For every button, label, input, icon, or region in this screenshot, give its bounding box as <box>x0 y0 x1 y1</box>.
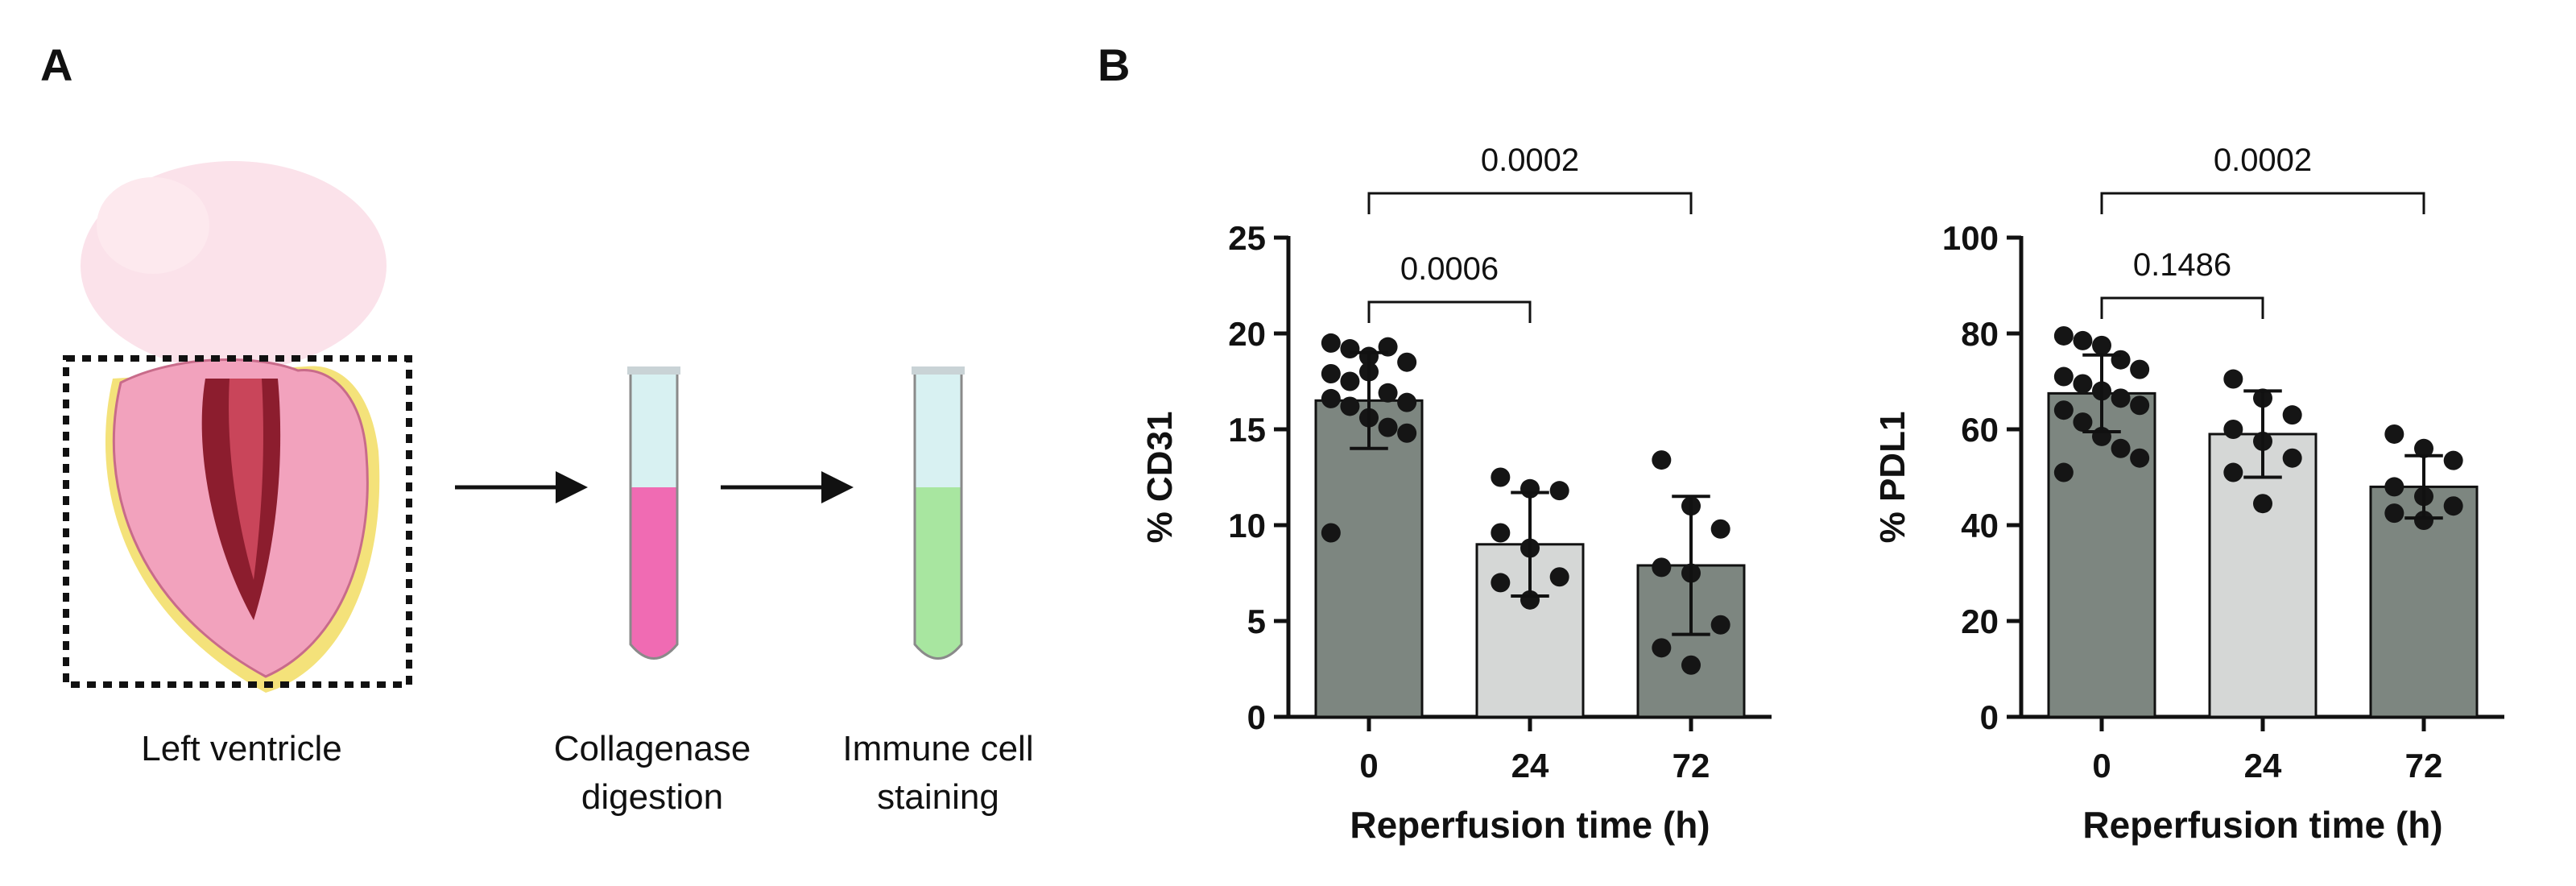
y-tick-label: 40 <box>1961 507 1999 544</box>
data-point <box>1549 481 1569 501</box>
y-tick-label: 10 <box>1228 507 1266 544</box>
data-point <box>2282 448 2302 468</box>
significance-bracket <box>1367 192 1693 214</box>
data-point <box>2053 366 2074 387</box>
x-tick-label: 24 <box>1511 747 1549 785</box>
panel-b-label: B <box>1098 39 1131 90</box>
data-point <box>2282 405 2302 425</box>
data-point <box>2111 388 2131 408</box>
y-tick-label: 5 <box>1247 602 1266 640</box>
data-point <box>2384 424 2404 444</box>
arrow-icon <box>455 471 588 503</box>
data-point <box>1397 392 1417 412</box>
data-point <box>2223 462 2243 482</box>
y-tick-label: 100 <box>1942 219 1999 257</box>
data-point <box>2130 359 2150 379</box>
data-point <box>2223 369 2243 389</box>
data-point <box>1710 615 1730 635</box>
data-point <box>1491 573 1511 593</box>
pdl1-bar-chart: 0 20 40 60 80 100 % PDL1 0 24 72 Reperfusion time … <box>1873 143 2504 846</box>
significance-bracket <box>2100 296 2264 319</box>
data-point <box>1652 557 1672 578</box>
data-point <box>1710 519 1730 539</box>
y-tick-label: 0 <box>1247 698 1266 736</box>
y-tick-label: 60 <box>1961 411 1999 449</box>
data-point <box>1321 523 1341 543</box>
data-point <box>1491 467 1511 487</box>
significance-bracket <box>2100 192 2425 214</box>
papillary-muscle <box>229 379 263 580</box>
data-point <box>2384 503 2404 524</box>
data-point <box>2443 496 2463 516</box>
y-tick-label: 0 <box>1980 698 1999 736</box>
x-tick-label: 0 <box>1359 747 1378 785</box>
x-tick-label: 24 <box>2244 747 2282 785</box>
bar <box>2047 391 2156 718</box>
p-value-label: 0.0002 <box>2214 143 2312 178</box>
data-point <box>2073 374 2093 394</box>
data-point <box>1491 523 1511 543</box>
panel-a-label: A <box>40 39 73 90</box>
bar <box>1314 399 1424 718</box>
y-tick-label: 15 <box>1228 411 1266 449</box>
data-point <box>2111 350 2131 370</box>
y-axis-label: % CD31 <box>1140 412 1180 544</box>
data-point <box>2073 412 2093 433</box>
x-axis-label: Reperfusion time (h) <box>1350 804 1710 846</box>
data-point <box>2053 325 2074 346</box>
y-tick-label: 80 <box>1961 315 1999 353</box>
p-value-label: 0.0002 <box>1481 143 1579 178</box>
data-point <box>2053 462 2074 482</box>
data-point <box>2253 494 2272 514</box>
arrow-icon <box>721 471 854 503</box>
data-point <box>1652 638 1672 658</box>
p-value-label: 0.1486 <box>2133 247 2231 283</box>
y-tick-label: 20 <box>1961 602 1999 640</box>
left-ventricle-caption: Left ventricle <box>141 729 342 768</box>
data-point <box>1397 352 1417 372</box>
left-ventricle-selection-box <box>63 355 412 688</box>
data-point <box>1549 567 1569 587</box>
data-point <box>2384 477 2404 497</box>
data-point <box>2414 511 2433 531</box>
cd31-bar-chart: 0 5 10 15 20 25 % CD31 0 24 72 Reperfusion time (h… <box>1140 143 1772 846</box>
x-tick-label: 72 <box>1673 747 1710 785</box>
data-point <box>2130 395 2150 416</box>
data-point <box>1321 388 1341 408</box>
immune-cell-staining-caption: Immune cell staining <box>842 729 1034 817</box>
data-point <box>2073 330 2093 350</box>
data-point <box>2130 448 2150 468</box>
data-point <box>2443 450 2463 470</box>
y-tick-label: 25 <box>1228 219 1266 257</box>
significance-bracket <box>1367 300 1532 323</box>
x-tick-label: 72 <box>2405 747 2443 785</box>
p-value-label: 0.0006 <box>1400 251 1499 287</box>
heart-vessel-shape <box>97 177 209 274</box>
data-point <box>1340 371 1360 391</box>
data-point <box>1681 655 1701 675</box>
data-point <box>2223 420 2243 439</box>
collagenase-digestion-caption: Collagenase digestion <box>553 729 751 817</box>
data-point <box>2111 438 2131 458</box>
data-point <box>1378 383 1398 403</box>
test-tube-icon <box>912 366 965 660</box>
data-point <box>2053 400 2074 420</box>
y-tick-label: 20 <box>1228 315 1266 353</box>
data-point <box>1321 333 1341 353</box>
data-point <box>1340 339 1360 359</box>
y-axis-label: % PDL1 <box>1873 412 1912 544</box>
workflow-illustration <box>63 161 965 693</box>
data-point <box>1652 450 1672 470</box>
data-point <box>2092 335 2111 355</box>
data-point <box>1340 396 1360 416</box>
heart-illustration <box>81 161 387 693</box>
data-point <box>1378 417 1398 437</box>
test-tube-icon <box>627 366 680 660</box>
data-point <box>1321 363 1341 383</box>
x-axis-label: Reperfusion time (h) <box>2082 804 2442 846</box>
data-point <box>1397 423 1417 443</box>
x-tick-label: 0 <box>2092 747 2111 785</box>
bar <box>2208 433 2318 718</box>
data-point <box>2414 438 2433 458</box>
